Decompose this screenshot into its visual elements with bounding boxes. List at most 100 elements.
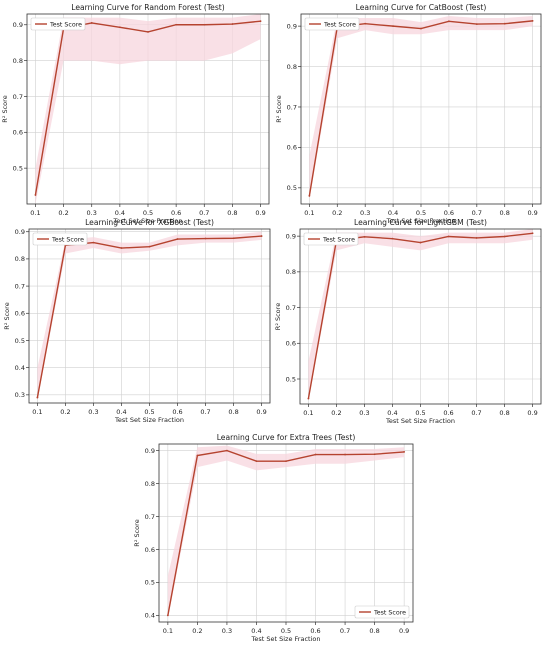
data-point bbox=[392, 25, 394, 28]
legend: Test Score bbox=[354, 605, 410, 619]
y-axis-label: R² Score bbox=[133, 519, 141, 546]
data-point bbox=[90, 22, 93, 24]
x-tick-label: 0.6 bbox=[172, 408, 182, 416]
data-point bbox=[531, 19, 534, 22]
data-point bbox=[176, 238, 179, 240]
x-tick-label: 0.6 bbox=[310, 627, 320, 635]
x-tick-label: 0.8 bbox=[500, 209, 510, 217]
x-tick-label: 0.7 bbox=[472, 209, 482, 217]
x-tick-label: 0.3 bbox=[87, 209, 97, 217]
data-point bbox=[448, 20, 450, 23]
data-point bbox=[403, 451, 406, 453]
chart-title: Learning Curve for CatBoost (Test) bbox=[356, 3, 487, 12]
x-tick-label: 0.4 bbox=[115, 209, 125, 217]
x-tick-label: 0.9 bbox=[527, 409, 537, 417]
y-tick-label: 0.6 bbox=[13, 129, 23, 137]
x-tick-label: 0.1 bbox=[304, 209, 314, 217]
data-point bbox=[308, 195, 311, 197]
x-tick-label: 0.1 bbox=[30, 209, 40, 217]
x-tick-label: 0.2 bbox=[331, 409, 341, 417]
legend-box bbox=[32, 232, 88, 246]
chart-5: 0.1 0.2 0.3 0.4 0.5 0.6 0.7 0.8 0.9 0.4 0.5 0.6 0.7 0… bbox=[133, 433, 414, 643]
y-tick-label: 0.9 bbox=[287, 22, 297, 30]
legend: Test Score bbox=[304, 17, 360, 31]
x-tick-label: 0.8 bbox=[228, 408, 238, 416]
data-point bbox=[260, 235, 263, 237]
y-tick-label: 0.8 bbox=[15, 255, 25, 263]
data-point bbox=[34, 194, 37, 196]
x-tick-label: 0.7 bbox=[199, 209, 209, 217]
x-tick-label: 0.7 bbox=[340, 627, 350, 635]
x-tick-label: 0.6 bbox=[443, 409, 453, 417]
y-axis-label: R² Score bbox=[274, 303, 282, 330]
y-tick-label: 0.6 bbox=[286, 340, 296, 348]
x-tick-label: 0.7 bbox=[471, 409, 481, 417]
data-point bbox=[92, 241, 95, 244]
y-tick-label: 0.5 bbox=[286, 375, 296, 383]
data-point bbox=[259, 20, 262, 23]
chart-title: Learning Curve for LightGBM (Test) bbox=[354, 218, 487, 227]
data-point bbox=[175, 23, 178, 26]
x-axis-label: Test Set Size Fraction bbox=[251, 635, 321, 643]
x-axis-label: Test Set Size Fraction bbox=[386, 217, 456, 225]
y-tick-label: 0.8 bbox=[13, 57, 23, 65]
data-point bbox=[503, 22, 506, 25]
y-tick-label: 0.9 bbox=[145, 447, 155, 455]
x-axis-label: Test Set Size Fraction bbox=[113, 217, 183, 225]
data-point bbox=[314, 453, 317, 456]
chart-4: 0.1 0.2 0.3 0.4 0.5 0.6 0.7 0.8 0.9 0.5 0.6 0.7 0.8 0… bbox=[274, 218, 542, 425]
x-tick-label: 0.2 bbox=[58, 209, 68, 217]
x-tick-label: 0.5 bbox=[144, 408, 154, 416]
data-point bbox=[364, 22, 367, 25]
y-axis-label: R² Score bbox=[275, 95, 283, 122]
data-point bbox=[204, 237, 207, 240]
x-tick-label: 0.9 bbox=[255, 209, 265, 217]
y-axis-label: R² Score bbox=[3, 302, 11, 329]
x-tick-label: 0.3 bbox=[360, 209, 370, 217]
x-tick-label: 0.8 bbox=[499, 409, 509, 417]
y-tick-label: 0.3 bbox=[15, 391, 25, 399]
data-point bbox=[475, 237, 478, 239]
legend-box bbox=[303, 232, 359, 246]
chart-title: Learning Curve for Random Forest (Test) bbox=[71, 3, 225, 12]
legend-box bbox=[354, 605, 410, 619]
y-tick-label: 0.6 bbox=[145, 546, 155, 554]
x-tick-label: 0.9 bbox=[527, 209, 537, 217]
y-tick-label: 0.7 bbox=[286, 304, 296, 312]
x-axis-label: Test Set Size Fraction bbox=[114, 416, 184, 424]
y-tick-label: 0.8 bbox=[287, 63, 297, 71]
legend-label: Test Score bbox=[323, 21, 356, 28]
legend-label: Test Score bbox=[322, 236, 355, 243]
data-point bbox=[203, 23, 206, 26]
y-tick-label: 0.9 bbox=[15, 228, 25, 236]
y-tick-label: 0.7 bbox=[287, 103, 297, 111]
data-point bbox=[36, 396, 39, 399]
data-point bbox=[447, 235, 450, 238]
y-tick-label: 0.5 bbox=[145, 579, 155, 587]
data-point bbox=[232, 237, 235, 240]
x-tick-label: 0.2 bbox=[332, 209, 342, 217]
legend-label: Test Score bbox=[373, 609, 406, 616]
data-point bbox=[120, 247, 123, 249]
y-tick-label: 0.9 bbox=[13, 21, 23, 29]
y-tick-label: 0.6 bbox=[287, 144, 297, 152]
x-tick-label: 0.5 bbox=[415, 409, 425, 417]
legend: Test Score bbox=[30, 17, 86, 31]
y-tick-label: 0.8 bbox=[286, 268, 296, 276]
x-tick-label: 0.8 bbox=[369, 627, 379, 635]
legend-label: Test Score bbox=[49, 21, 82, 28]
confidence-band bbox=[35, 14, 261, 204]
x-tick-label: 0.1 bbox=[303, 409, 313, 417]
data-point bbox=[475, 23, 478, 26]
y-tick-label: 0.7 bbox=[15, 282, 25, 290]
legend: Test Score bbox=[32, 232, 88, 246]
y-tick-label: 0.5 bbox=[13, 164, 23, 172]
data-point bbox=[373, 453, 376, 456]
y-axis-label: R² Score bbox=[1, 95, 9, 122]
data-point bbox=[231, 23, 234, 25]
x-tick-label: 0.3 bbox=[222, 627, 232, 635]
y-tick-label: 0.8 bbox=[145, 480, 155, 488]
data-point bbox=[419, 241, 422, 244]
data-point bbox=[285, 460, 287, 463]
data-point bbox=[118, 26, 121, 29]
